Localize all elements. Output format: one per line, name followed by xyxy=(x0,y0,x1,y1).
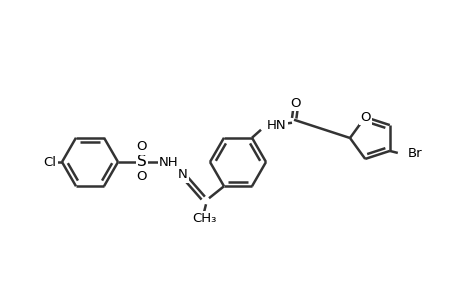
Text: O: O xyxy=(359,111,369,124)
Text: N: N xyxy=(178,169,187,182)
Text: Br: Br xyxy=(407,147,421,161)
Text: O: O xyxy=(136,170,147,184)
Text: HN: HN xyxy=(266,119,286,132)
Text: O: O xyxy=(136,140,147,154)
Text: NH: NH xyxy=(159,155,179,169)
Text: CH₃: CH₃ xyxy=(191,212,216,225)
Text: Cl: Cl xyxy=(44,155,56,169)
Text: S: S xyxy=(137,154,146,169)
Text: O: O xyxy=(290,97,301,110)
